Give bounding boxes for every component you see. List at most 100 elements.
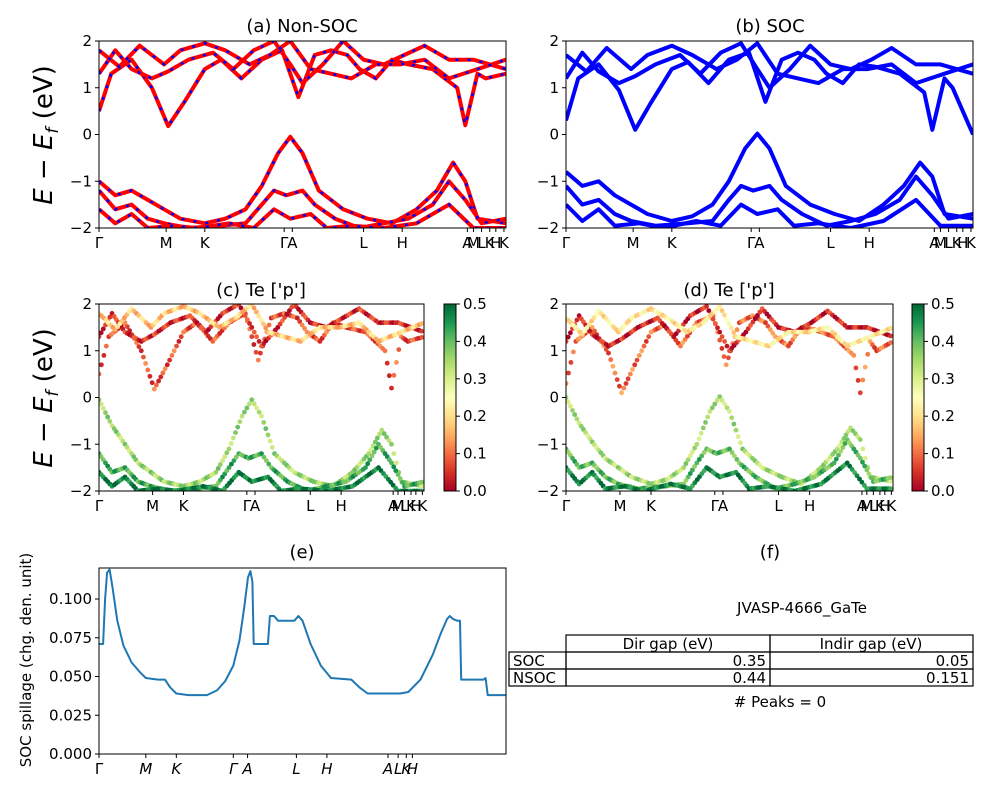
scatter-point xyxy=(729,450,735,455)
scatter-point xyxy=(724,343,730,349)
scatter-point xyxy=(862,483,867,488)
series-line xyxy=(566,197,973,228)
scatter-point xyxy=(379,427,385,433)
table-cell-value: 0.05 xyxy=(936,652,969,670)
scatter-point xyxy=(247,321,253,326)
scatter-point xyxy=(851,353,857,358)
x-tick-label: M xyxy=(467,234,480,252)
scatter-point xyxy=(700,425,706,431)
scatter-point xyxy=(865,351,871,357)
scatter-point xyxy=(888,340,893,346)
scatter-point xyxy=(731,421,737,427)
scatter-point xyxy=(233,454,239,460)
series-line xyxy=(566,41,973,90)
scatter-point xyxy=(377,431,382,437)
x-tick-label: K xyxy=(499,234,510,252)
scatter-point xyxy=(371,449,377,455)
scatter-point xyxy=(685,457,691,463)
scatter-point xyxy=(853,365,859,371)
scatter-point xyxy=(141,354,146,360)
scatter-point xyxy=(386,438,392,444)
scatter-point xyxy=(237,419,243,425)
scatter-point xyxy=(394,460,399,466)
scatter-point xyxy=(727,409,732,414)
scatter-point xyxy=(101,353,107,358)
scatter-point xyxy=(566,399,571,405)
scatter-point xyxy=(685,333,690,339)
x-tick-label: A xyxy=(718,497,729,515)
scatter-point xyxy=(571,349,576,355)
y-tick-label: −1 xyxy=(70,435,92,453)
series-line xyxy=(99,41,506,86)
x-tick-label: K xyxy=(179,497,190,515)
y-tick-label: 2 xyxy=(82,32,92,50)
panel-a-title: (a) Non-SOC xyxy=(246,16,357,37)
scatter-point xyxy=(99,334,102,340)
scatter-point xyxy=(261,454,267,460)
scatter-point xyxy=(721,354,727,359)
scatter-point xyxy=(845,429,851,434)
y-tick-label: 0 xyxy=(82,389,92,407)
x-tick-label: Γ xyxy=(243,497,252,515)
y-tick-label: −1 xyxy=(537,172,559,190)
scatter-point xyxy=(888,486,893,491)
y-tick-label: −2 xyxy=(537,482,559,500)
scatter-point xyxy=(235,424,241,430)
scatter-point xyxy=(888,475,893,480)
scatter-point xyxy=(734,457,740,462)
scatter-point xyxy=(587,322,592,327)
x-tick-label: A xyxy=(754,234,765,252)
x-tick-label: K xyxy=(646,497,657,515)
scatter-point xyxy=(857,455,863,461)
scatter-point xyxy=(719,397,725,403)
scatter-point xyxy=(729,325,734,331)
colorbar-tick-label: 0.5 xyxy=(463,295,487,313)
scatter-point xyxy=(632,362,638,368)
scatter-point xyxy=(866,471,872,477)
scatter-point xyxy=(683,478,689,483)
scatter-point xyxy=(226,446,232,452)
scatter-point xyxy=(384,360,390,366)
scatter-point xyxy=(722,339,727,344)
scatter-point xyxy=(698,430,704,436)
scatter-point xyxy=(625,376,631,382)
scatter-point xyxy=(103,343,109,349)
scatter-point xyxy=(156,378,162,384)
y-tick-label: 1 xyxy=(82,79,92,97)
scatter-point xyxy=(419,321,424,326)
scatter-point xyxy=(707,409,713,414)
scatter-point xyxy=(105,414,111,420)
scatter-point xyxy=(838,448,844,454)
scatter-point xyxy=(696,457,702,462)
y-tick-label: 2 xyxy=(549,32,559,50)
scatter-point xyxy=(174,343,179,349)
scatter-point xyxy=(719,308,725,314)
scatter-point xyxy=(246,401,252,407)
series-line-dash xyxy=(99,203,506,228)
scatter-point xyxy=(264,458,269,463)
scatter-point xyxy=(855,378,861,383)
scatter-point xyxy=(229,461,234,467)
scatter-point xyxy=(224,450,230,456)
scatter-point xyxy=(683,461,689,467)
scatter-point xyxy=(251,401,257,407)
scatter-point xyxy=(888,325,893,331)
panel-b-plot: 210−1−2Γ M K ΓA L H AML KHK xyxy=(537,32,977,252)
scatter-point xyxy=(261,420,267,425)
scatter-point xyxy=(254,334,259,340)
scatter-point xyxy=(251,329,257,335)
colorbar-tick-label: 0.5 xyxy=(931,295,955,313)
x-tick-label: K xyxy=(406,497,417,515)
scatter-point xyxy=(99,330,104,336)
series-line xyxy=(566,131,973,223)
colorbar-tick-label: 0.3 xyxy=(931,370,955,388)
scatter-point xyxy=(608,357,614,363)
scatter-point xyxy=(566,370,571,376)
scatter-point xyxy=(160,370,166,376)
scatter-point xyxy=(256,313,262,319)
scatter-point xyxy=(704,304,709,309)
scatter-point xyxy=(619,390,624,396)
table-row-label: NSOC xyxy=(513,669,556,687)
scatter-point xyxy=(623,381,629,386)
